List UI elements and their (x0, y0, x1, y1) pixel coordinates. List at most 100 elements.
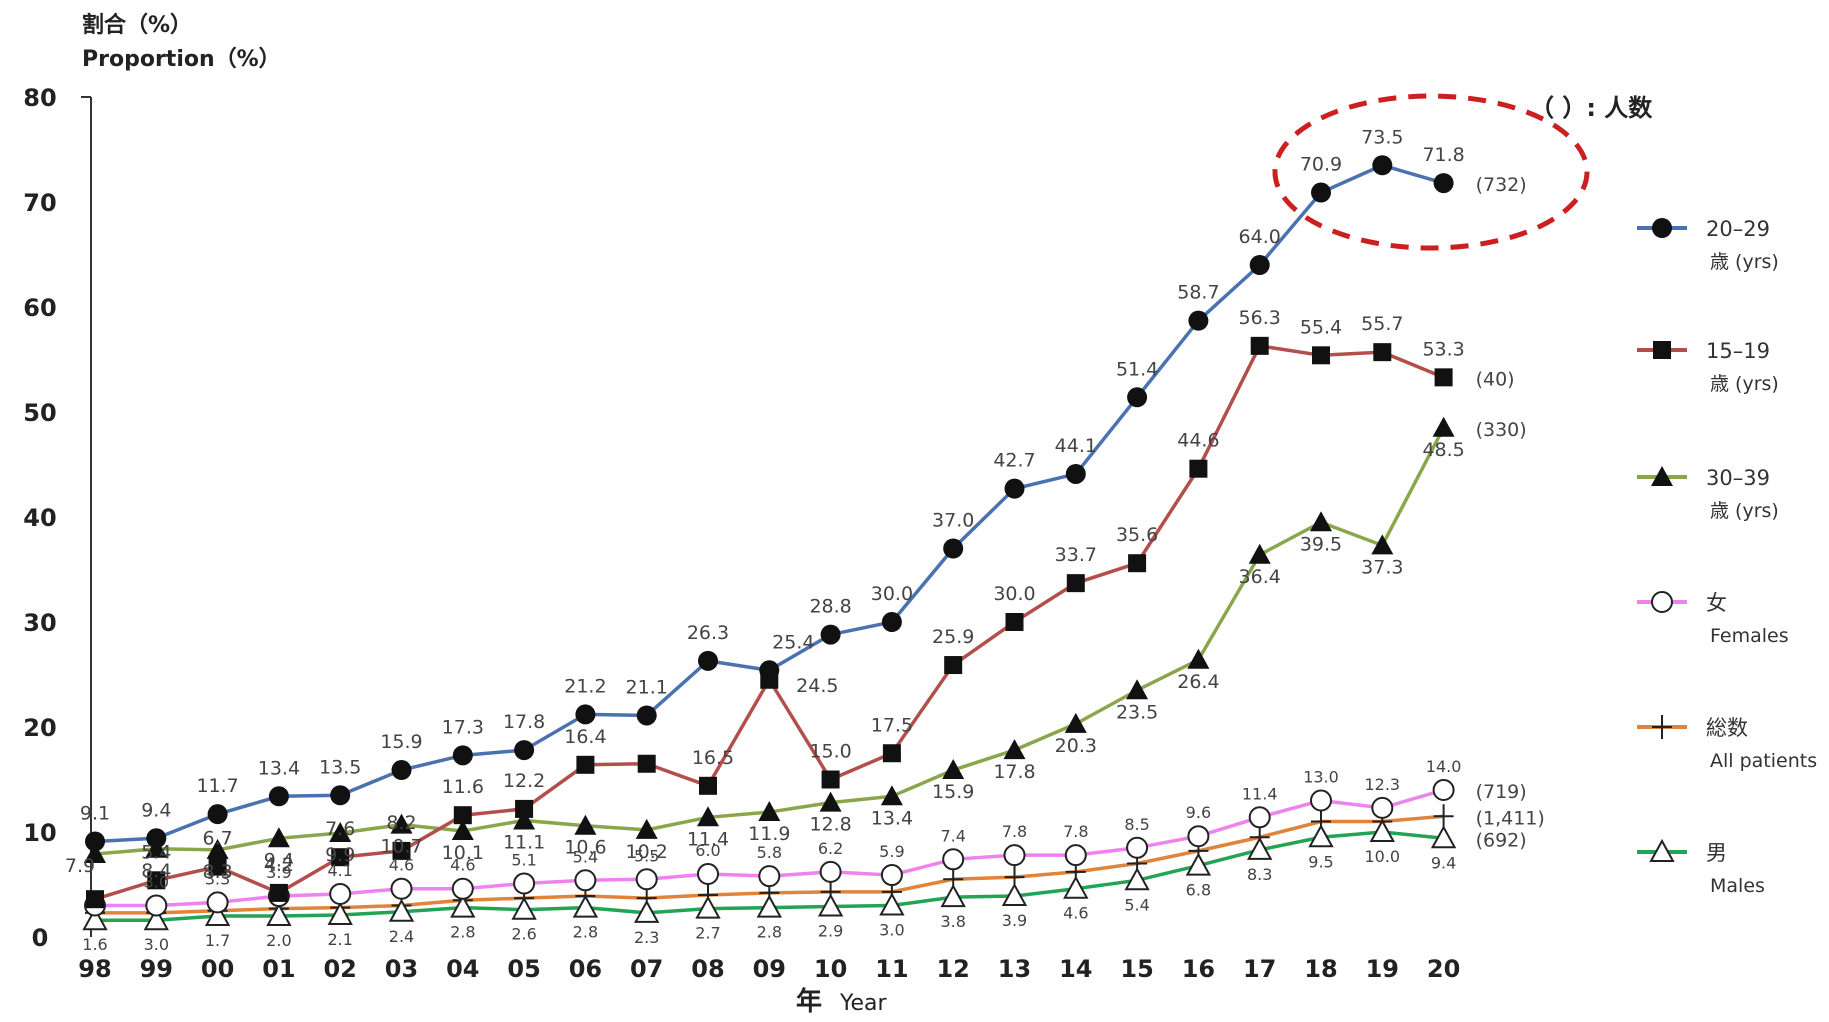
data-label: 33.7 (1055, 544, 1097, 566)
legend-sublabel: 歳 (yrs) (1710, 251, 1779, 273)
data-point (268, 786, 289, 807)
data-point (327, 901, 353, 925)
data-label: 37.3 (1361, 556, 1403, 578)
y-axis-label-ja: 割合（%） (82, 12, 192, 38)
data-label: 23.5 (1116, 701, 1158, 723)
data-point (513, 809, 536, 830)
data-point (880, 785, 903, 806)
data-point (819, 791, 842, 812)
data-point (388, 898, 415, 922)
data-label: 12.2 (503, 770, 545, 792)
count-label: (719) (1476, 781, 1527, 803)
data-label: 42.7 (993, 450, 1035, 472)
data-label: 15.0 (809, 741, 851, 763)
data-point (574, 814, 597, 835)
legend-label: 30–39 (1706, 466, 1770, 490)
data-label: 44.6 (1177, 430, 1219, 452)
data-label: 2.8 (450, 923, 475, 942)
data-label: 5.4 (141, 841, 171, 863)
data-label: 17.8 (503, 711, 545, 733)
data-point (1371, 796, 1394, 819)
data-label: 9.5 (1308, 852, 1333, 871)
legend-item-s20: 20–29 歳 (yrs) (1637, 217, 1779, 273)
data-point (511, 896, 537, 920)
data-point (390, 813, 413, 834)
data-label: 4.6 (389, 856, 414, 875)
y-tick-label: 40 (23, 504, 56, 532)
data-point (451, 819, 474, 840)
data-point (1127, 387, 1148, 408)
data-point (451, 877, 474, 900)
x-tick-label: 99 (140, 955, 173, 983)
legend-sublabel: All patients (1710, 750, 1817, 772)
data-point (84, 843, 106, 864)
data-point (1065, 463, 1086, 484)
data-point (1248, 543, 1271, 564)
data-point (759, 660, 780, 681)
data-label: 15.9 (932, 781, 974, 803)
data-point (147, 871, 166, 890)
data-point (1433, 173, 1454, 194)
data-label: 17.5 (871, 714, 913, 736)
legend: 20–29 歳 (yrs) 15–19 歳 (yrs) 30–39 歳 (yrs) 女 Fem… (1637, 217, 1817, 897)
data-point (695, 895, 721, 919)
data-point (85, 831, 105, 852)
data-label: 5.9 (879, 842, 904, 861)
data-point (1005, 613, 1024, 631)
data-label: 1.7 (205, 931, 230, 950)
x-tick-label: 06 (569, 955, 602, 983)
data-label: 4.2 (264, 854, 294, 876)
data-point (392, 841, 411, 860)
count-label: (40) (1476, 368, 1515, 390)
x-tick-label: 05 (507, 955, 540, 983)
legend-marker (1651, 591, 1673, 613)
data-point (944, 656, 963, 675)
data-label: 5.5 (634, 846, 659, 865)
data-point (1308, 824, 1334, 848)
data-label: 3.0 (144, 873, 169, 892)
data-label: 4.1 (327, 861, 352, 880)
data-point (940, 884, 966, 908)
x-tick-label: 07 (630, 955, 663, 983)
series-line (94, 163, 1445, 844)
data-label: 36.4 (1239, 566, 1281, 588)
data-point (817, 893, 844, 917)
data-label: 5.1 (511, 850, 536, 869)
data-label: 21.2 (564, 675, 606, 697)
data-point (1248, 806, 1271, 829)
count-note: （ ）: 人数 (1530, 94, 1653, 122)
data-point (635, 818, 658, 839)
legend-item-sm: 男 Males (1637, 838, 1765, 897)
data-label: 3.9 (266, 863, 291, 882)
data-label: 6.2 (818, 839, 843, 858)
legend-label: 女 (1706, 591, 1727, 615)
data-label: 8.3 (1247, 865, 1272, 884)
data-label: 70.9 (1300, 154, 1342, 176)
x-axis-label-en: Year (839, 991, 888, 1016)
data-point (267, 827, 290, 848)
data-point (82, 907, 108, 931)
data-point (146, 828, 167, 849)
data-label: 10.0 (1364, 847, 1400, 866)
data-label: 28.8 (809, 596, 851, 618)
data-label: 6.7 (202, 828, 232, 850)
data-label: 2.3 (634, 928, 659, 947)
data-point (514, 740, 535, 761)
data-label: 13.4 (258, 757, 300, 779)
data-label: 6.0 (695, 841, 720, 860)
y-tick-label: 30 (23, 609, 56, 637)
y-tick-label: 10 (23, 819, 56, 847)
data-point (1372, 155, 1393, 176)
data-label: 11.1 (503, 831, 545, 853)
data-point (1369, 818, 1395, 842)
x-tick-label: 09 (753, 955, 786, 983)
data-label: 12.3 (1364, 775, 1400, 794)
y-tick-label: 0 (32, 924, 49, 952)
data-label: 16.5 (692, 747, 734, 769)
x-tick-label: 98 (78, 955, 111, 983)
data-point (636, 705, 657, 726)
data-point (1249, 255, 1270, 275)
data-label: 7.4 (940, 826, 965, 845)
data-label: 11.7 (196, 775, 238, 797)
